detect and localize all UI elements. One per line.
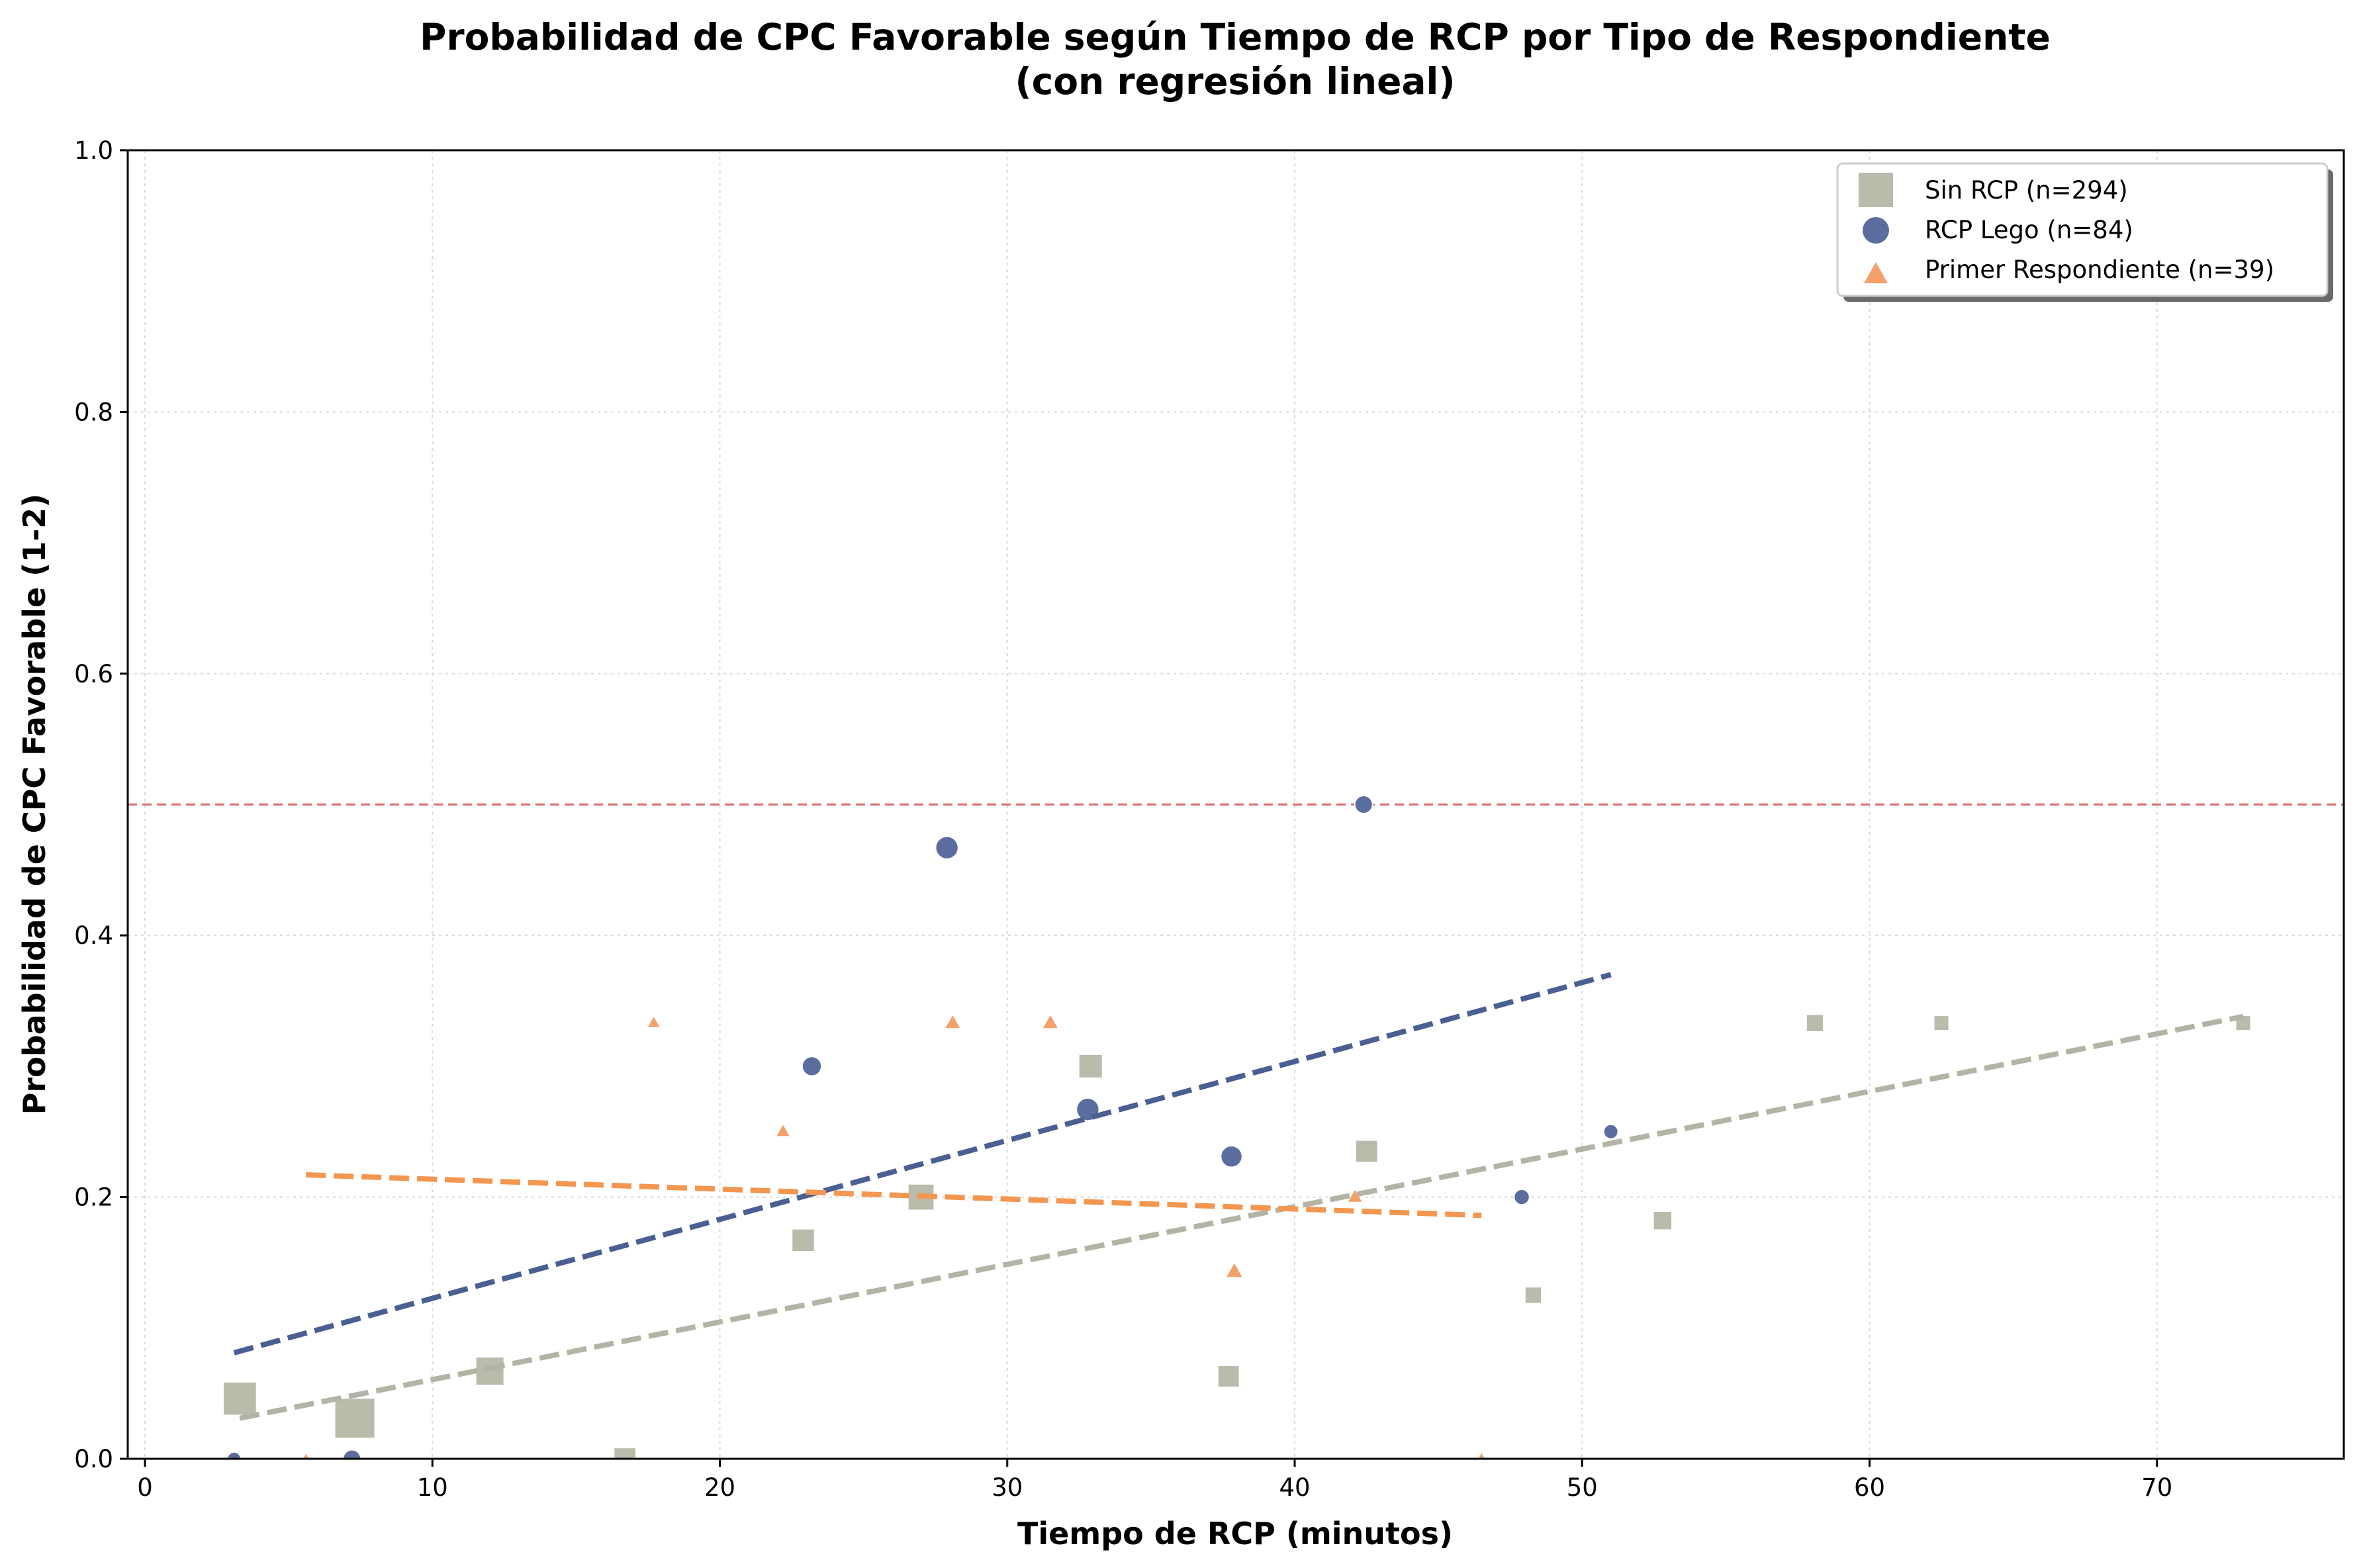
y-tick-label: 0.4 [74,921,113,950]
primer-respondiente-point [301,1451,310,1459]
x-tick-label: 70 [2141,1473,2172,1502]
y-tick-label: 1.0 [74,136,113,165]
sin-rcp-point [1933,1015,1950,1032]
y-tick-label: 0.0 [74,1445,113,1473]
sin-rcp-point [1805,1013,1825,1033]
chart-subtitle: (con regresión lineal) [1015,60,1456,103]
rcp-lego-point [1602,1123,1619,1140]
data-points [222,794,2252,1459]
primer-respondiente-point [1477,1450,1487,1459]
rcp-lego-point [935,835,959,860]
y-tick-label: 0.8 [74,398,113,426]
sin-rcp-point [1217,1365,1240,1388]
primer-respondiente-point [774,1122,792,1138]
regression-line-primer-respondiente [306,1172,1482,1219]
regression-lines [233,972,2244,1421]
primer-respondiente-point [1224,1260,1244,1279]
rcp-lego-point [1354,794,1373,815]
rcp-lego-point [1220,1145,1243,1168]
y-axis-label: Probabilidad de CPC Favorable (1-2) [17,494,52,1115]
primer-respondiente-point [1041,1012,1060,1030]
legend: Sin RCP (n=294) RCP Lego (n=84) Primer R… [1836,162,2333,302]
x-tick-label: 20 [704,1473,735,1502]
x-tick-label: 30 [992,1473,1023,1502]
primer-respondiente-point [943,1012,962,1030]
rcp-lego-point [1513,1188,1530,1206]
y-tick-label: 0.2 [74,1183,113,1212]
y-axis-ticks: 0.0 0.2 0.4 0.6 0.8 1.0 [74,136,128,1473]
legend-triangle-icon [1864,262,1888,283]
chart-title: Probabilidad de CPC Favorable según Tiem… [420,16,2051,58]
legend-label-primer-respondiente: Primer Respondiente (n=39) [1925,255,2274,284]
regression-line-rcp-lego [233,972,1612,1356]
rcp-lego-point [801,1056,823,1077]
regression-line-sin-rcp [239,1013,2244,1421]
primer-respondiente-point [645,1014,662,1029]
legend-label-sin-rcp: Sin RCP (n=294) [1925,176,2128,205]
sin-rcp-point [222,1381,257,1416]
x-axis-ticks: 0 10 20 30 40 50 60 70 [137,1459,2172,1502]
sin-rcp-point [791,1228,815,1253]
x-tick-label: 60 [1854,1473,1885,1502]
sin-rcp-point [1652,1210,1673,1231]
rcp-lego-point [342,1449,362,1459]
legend-box [1836,162,2329,297]
x-tick-label: 40 [1279,1473,1310,1502]
sin-rcp-point [1354,1139,1379,1164]
x-tick-label: 10 [417,1473,448,1502]
legend-label-rcp-lego: RCP Lego (n=84) [1925,216,2133,244]
x-tick-label: 50 [1567,1473,1598,1502]
x-tick-label: 0 [137,1473,153,1502]
y-tick-label: 0.6 [74,660,113,688]
legend-square-icon [1859,173,1893,207]
sin-rcp-point [1078,1053,1103,1079]
sin-rcp-point [334,1397,376,1440]
sin-rcp-point [475,1356,505,1387]
sin-rcp-point [1524,1286,1543,1305]
x-axis-label: Tiempo de RCP (minutos) [1017,1516,1453,1551]
legend-circle-icon [1863,217,1889,244]
plot-frame [126,149,2345,1460]
